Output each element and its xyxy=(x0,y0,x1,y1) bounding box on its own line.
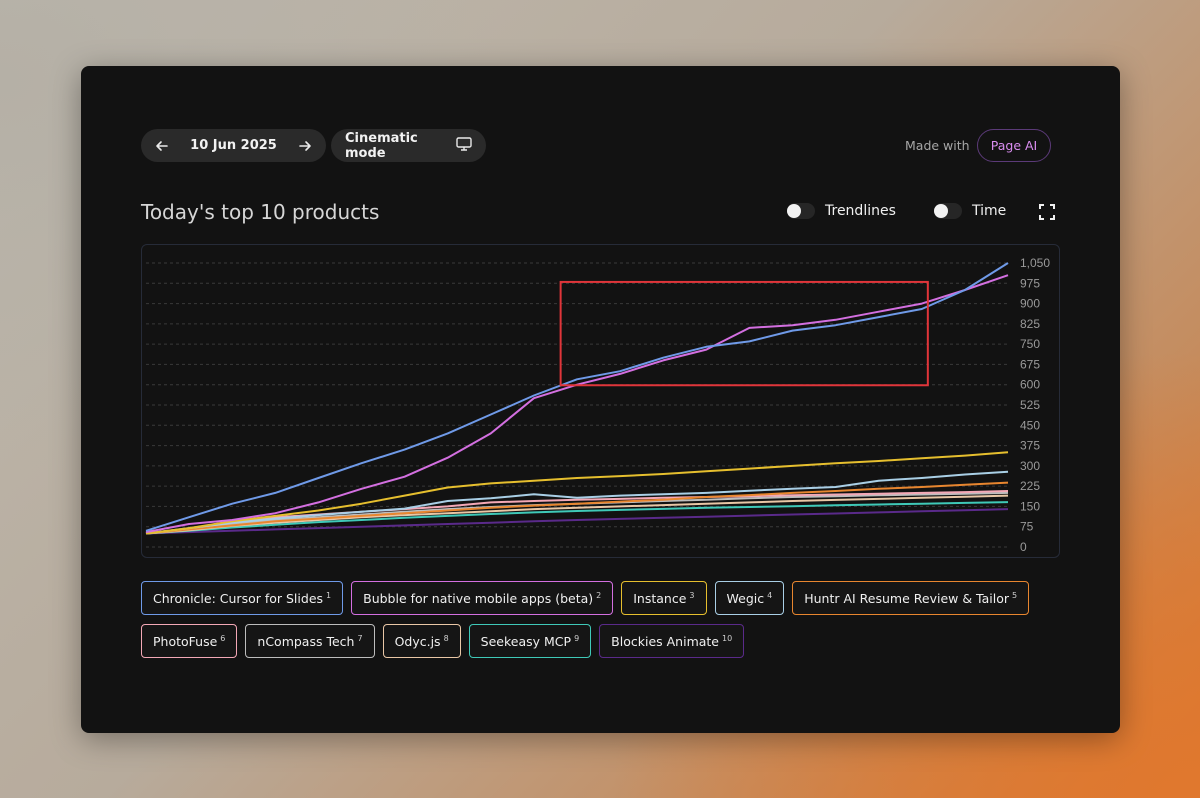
y-tick-label: 0 xyxy=(1020,540,1027,554)
y-tick-label: 600 xyxy=(1020,378,1040,392)
series-line-1 xyxy=(145,262,1009,532)
y-tick-label: 300 xyxy=(1020,459,1040,473)
series-line-8 xyxy=(145,494,1009,535)
series-line-4 xyxy=(145,470,1009,535)
series-line-5 xyxy=(145,481,1009,535)
time-switch[interactable] xyxy=(934,203,962,219)
legend-chip-label: PhotoFuse xyxy=(153,633,218,649)
legend-chip[interactable]: nCompass Tech 7 xyxy=(245,624,375,658)
date-navigator: 10 Jun 2025 xyxy=(141,129,326,162)
time-toggle[interactable]: Time xyxy=(934,203,1006,219)
series-line-10 xyxy=(145,508,1009,535)
legend-chip[interactable]: Chronicle: Cursor for Slides 1 xyxy=(141,581,344,615)
legend-chip-label: Wegic xyxy=(726,590,765,606)
legend-chip[interactable]: Huntr AI Resume Review & Tailor 5 xyxy=(792,581,1030,615)
y-tick-label: 450 xyxy=(1020,418,1040,432)
series-line-3 xyxy=(145,451,1009,535)
legend-chip[interactable]: Seekeasy MCP 9 xyxy=(468,624,592,658)
y-tick-label: 525 xyxy=(1020,398,1040,412)
series-line-6 xyxy=(145,490,1009,535)
time-label: Time xyxy=(972,203,1007,219)
cinematic-mode-button[interactable]: Cinematic mode xyxy=(331,129,486,162)
cinematic-mode-label: Cinematic mode xyxy=(345,130,418,161)
highlight-box xyxy=(559,280,929,387)
legend-chip-label: Chronicle: Cursor for Slides xyxy=(153,590,324,606)
y-tick-label: 675 xyxy=(1020,357,1040,371)
legend-chip-label: Seekeasy MCP xyxy=(480,633,572,649)
legend-chip-label: nCompass Tech xyxy=(257,633,355,649)
y-tick-label: 225 xyxy=(1020,479,1040,493)
trendlines-label: Trendlines xyxy=(825,203,896,219)
legend-chip[interactable]: Blockies Animate 10 xyxy=(599,624,745,658)
legend-chip[interactable]: Bubble for native mobile apps (beta) 2 xyxy=(351,581,614,615)
y-tick-label: 1,050 xyxy=(1020,256,1050,270)
legend-row: Chronicle: Cursor for Slides 1 Bubble for … xyxy=(141,581,1041,615)
line-chart: 0 75 150 225 300 375 450 525 600 675 750 825 900 975 1… xyxy=(141,244,1060,558)
legend-chip-rank: 7 xyxy=(357,633,363,643)
arrow-right-icon[interactable] xyxy=(296,137,314,155)
y-tick-label: 900 xyxy=(1020,297,1040,311)
page-ai-link[interactable]: Page AI xyxy=(977,129,1051,162)
y-tick-label: 375 xyxy=(1020,439,1040,453)
page-title: Today's top 10 products xyxy=(141,200,380,224)
legend-chip-rank: 10 xyxy=(722,633,733,643)
monitor-icon xyxy=(456,136,472,155)
y-tick-label: 750 xyxy=(1020,337,1040,351)
legend-chip-label: Huntr AI Resume Review & Tailor xyxy=(804,590,1010,606)
y-tick-label: 975 xyxy=(1020,276,1040,290)
y-tick-label: 825 xyxy=(1020,317,1040,331)
legend-row: PhotoFuse 6 nCompass Tech 7 Odyc.js 8 Seekeasy… xyxy=(141,624,1041,658)
current-date: 10 Jun 2025 xyxy=(190,138,277,153)
legend-chip-rank: 3 xyxy=(689,590,695,600)
legend-chip[interactable]: Instance 3 xyxy=(621,581,707,615)
legend-chip[interactable]: PhotoFuse 6 xyxy=(141,624,238,658)
legend-chip-rank: 6 xyxy=(220,633,226,643)
made-with-label: Made with xyxy=(905,138,970,153)
legend-chip-rank: 2 xyxy=(596,590,602,600)
legend: Chronicle: Cursor for Slides 1 Bubble for … xyxy=(141,581,1041,667)
leaderboard-card: 10 Jun 2025 Cinematic mode Made with Pag… xyxy=(81,66,1120,733)
legend-chip-rank: 8 xyxy=(443,633,449,643)
y-tick-label: 150 xyxy=(1020,499,1040,513)
legend-chip-label: Blockies Animate xyxy=(611,633,720,649)
legend-chip[interactable]: Odyc.js 8 xyxy=(382,624,461,658)
legend-chip-label: Odyc.js xyxy=(394,633,441,649)
trendlines-switch[interactable] xyxy=(787,203,815,219)
legend-chip-label: Bubble for native mobile apps (beta) xyxy=(363,590,594,606)
series-line-9 xyxy=(145,501,1009,535)
chart-svg: 0 75 150 225 300 375 450 525 600 675 750 825 900 975 1… xyxy=(145,256,1050,554)
legend-chip-rank: 4 xyxy=(767,590,773,600)
legend-chip-rank: 9 xyxy=(574,633,580,643)
trendlines-toggle[interactable]: Trendlines xyxy=(787,203,896,219)
arrow-left-icon[interactable] xyxy=(153,137,171,155)
legend-chip-rank: 5 xyxy=(1012,590,1018,600)
legend-chip[interactable]: Wegic 4 xyxy=(714,581,785,615)
legend-chip-rank: 1 xyxy=(326,590,332,600)
y-tick-label: 75 xyxy=(1020,520,1034,534)
fullscreen-icon[interactable] xyxy=(1038,203,1056,221)
legend-chip-label: Instance xyxy=(633,590,687,606)
